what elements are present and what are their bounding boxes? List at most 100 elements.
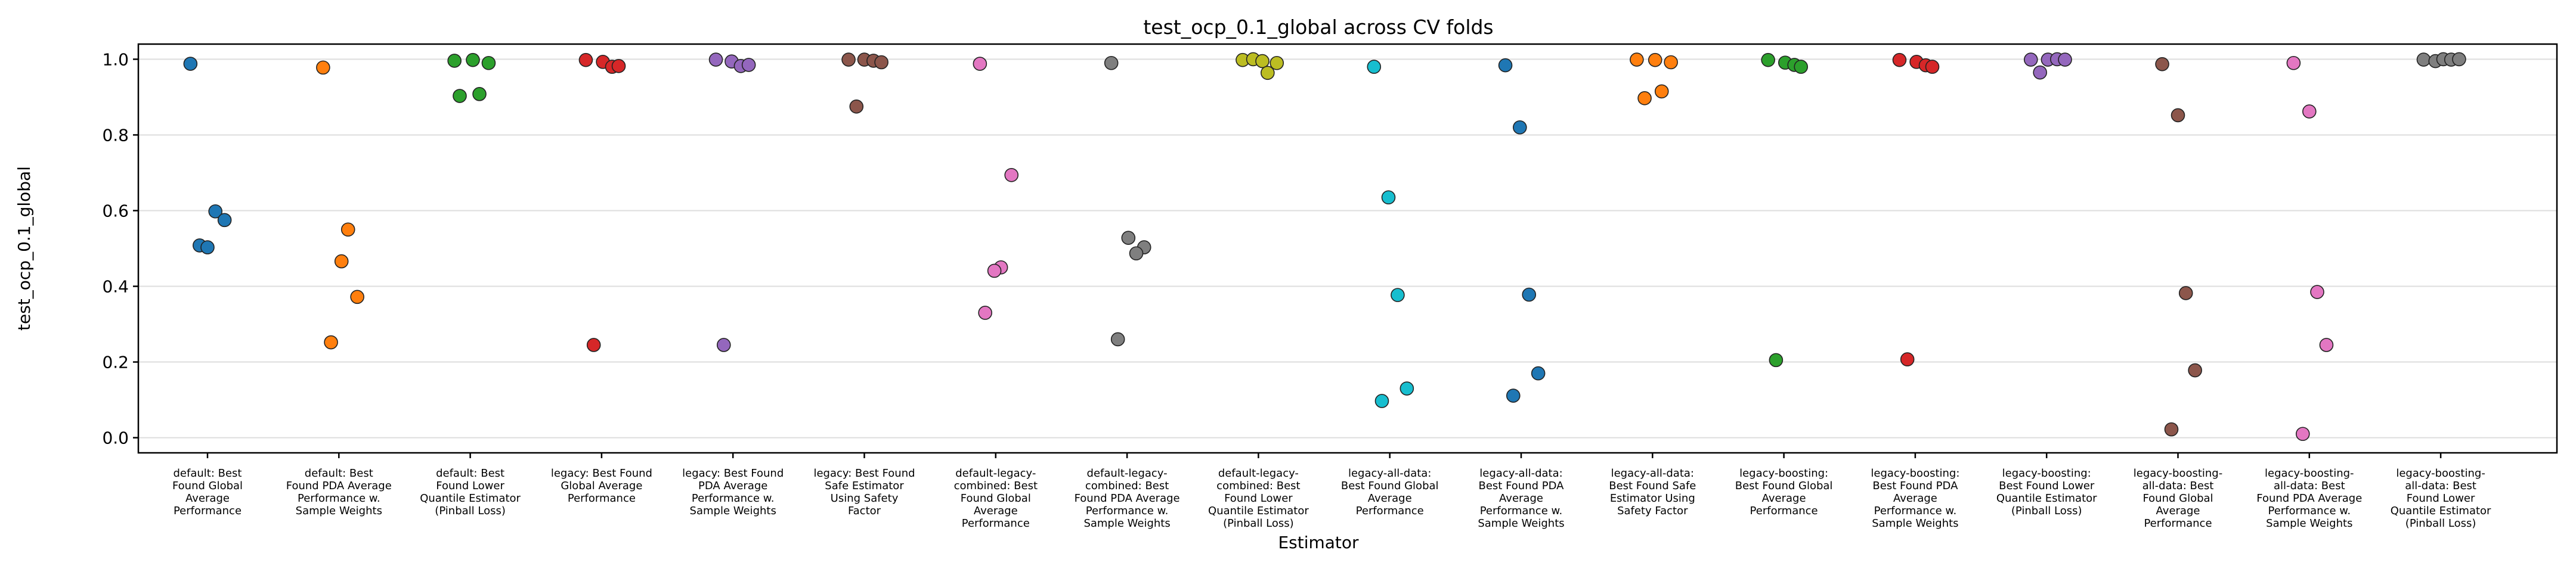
x-tick-label-line: default-legacy- xyxy=(1218,467,1299,480)
x-tick-label-line: Performance w. xyxy=(1086,505,1169,517)
x-tick-label-line: Performance w. xyxy=(2268,505,2351,517)
data-point xyxy=(1110,332,1125,347)
data-point xyxy=(183,57,198,71)
x-tick-label-line: legacy: Best Found xyxy=(551,467,652,480)
data-point xyxy=(716,338,731,352)
data-point xyxy=(2319,338,2334,352)
data-point xyxy=(2295,427,2310,442)
x-tick-label-line: Quantile Estimator xyxy=(2391,505,2491,517)
data-point xyxy=(1400,381,1414,396)
data-point xyxy=(1104,55,1119,70)
x-tick-label-line: Found PDA Average xyxy=(286,480,392,492)
data-point xyxy=(611,59,626,73)
x-tick-label: legacy-boosting-all-data: Best Found PDA … xyxy=(2256,467,2362,530)
data-point xyxy=(1261,66,1275,80)
data-point xyxy=(1892,52,1907,67)
data-point xyxy=(2416,52,2431,67)
x-tick-label-line: Found Global xyxy=(172,480,243,492)
y-tick-label: 1.0 xyxy=(102,49,129,69)
x-tick-label-line: legacy: Best Found xyxy=(682,467,784,480)
x-tick-label: default: Best Found Global Average Performa… xyxy=(172,467,243,517)
y-tick-label: 0.4 xyxy=(102,277,129,297)
data-point xyxy=(1654,84,1669,99)
x-tick-label-line: Sample Weights xyxy=(690,505,776,517)
data-point xyxy=(466,52,480,67)
x-tick-label-line: Performance xyxy=(2144,517,2212,530)
data-point xyxy=(217,213,232,228)
x-tick-label-line: combined: Best xyxy=(954,480,1038,492)
y-tick-label: 0.2 xyxy=(102,353,129,372)
x-tick-label-line: Found PDA Average xyxy=(2256,492,2362,505)
x-tick-label-line: Performance xyxy=(174,505,242,517)
x-axis-label: Estimator xyxy=(1278,533,1359,552)
x-tick-label-line: Average xyxy=(974,505,1018,517)
y-axis-ticks: 0.0 0.2 0.4 0.6 0.8 1.0 xyxy=(102,49,138,448)
x-tick-label-line: Found PDA Average xyxy=(1075,492,1180,505)
x-tick-label-line: Average xyxy=(1762,492,1806,505)
x-tick-label-line: Best Found Global xyxy=(1735,480,1833,492)
plot-frame xyxy=(137,43,2558,454)
data-point xyxy=(1531,366,1546,381)
x-tick-label-line: Best Found Safe xyxy=(1609,480,1696,492)
x-tick-label-line: legacy-boosting- xyxy=(2396,467,2485,480)
data-point xyxy=(2058,52,2072,67)
data-point xyxy=(334,254,349,269)
x-tick-label-line: legacy: Best Found xyxy=(813,467,915,480)
x-tick-label-line: legacy-boosting: xyxy=(1739,467,1828,480)
data-point xyxy=(1648,52,1662,67)
x-tick-label-line: Best Found Lower xyxy=(1999,480,2095,492)
data-point xyxy=(1769,353,1784,368)
data-point xyxy=(978,306,992,320)
x-tick-label: legacy: Best Found Global Average Performa… xyxy=(551,467,652,505)
data-point xyxy=(447,54,462,68)
data-point xyxy=(973,57,987,71)
data-point xyxy=(874,55,888,70)
data-point xyxy=(1794,60,1809,74)
x-tick-label-line: legacy-boosting- xyxy=(2134,467,2222,480)
x-tick-label-line: Using Safety xyxy=(831,492,899,505)
x-tick-label-line: (Pinball Loss) xyxy=(435,505,506,517)
x-tick-label: default-legacy-combined: Best Found PDA A… xyxy=(1075,467,1180,530)
data-point xyxy=(1004,167,1019,182)
x-tick-label-line: Sample Weights xyxy=(1478,517,1564,530)
data-point xyxy=(2171,108,2185,123)
x-tick-label-line: Found Global xyxy=(2142,492,2213,505)
x-tick-label-line: Quantile Estimator xyxy=(420,492,521,505)
x-tick-label-line: legacy-all-data: xyxy=(1348,467,1431,480)
x-tick-label-line: Performance w. xyxy=(692,492,775,505)
x-tick-label-line: legacy-boosting: xyxy=(1871,467,1959,480)
x-tick-label-line: default: Best xyxy=(305,467,373,480)
x-tick-label-line: Safe Estimator xyxy=(825,480,904,492)
x-tick-label-line: combined: Best xyxy=(1085,480,1169,492)
x-tick-label-line: default: Best xyxy=(174,467,242,480)
x-tick-label-line: Performance w. xyxy=(1874,505,1957,517)
data-point xyxy=(208,204,223,219)
x-tick-label: legacy-boosting: Best Found PDA Average Per… xyxy=(1871,467,1959,530)
x-tick-label-line: Found Lower xyxy=(436,480,504,492)
x-tick-label-line: Best Found Global xyxy=(1341,480,1439,492)
x-tick-label-line: Global Average xyxy=(561,480,642,492)
y-tick-label: 0.8 xyxy=(102,125,129,145)
data-point xyxy=(1255,54,1270,69)
data-point xyxy=(324,335,338,350)
data-point xyxy=(1367,60,1382,74)
x-tick-label-line: Average xyxy=(185,492,230,505)
x-tick-label-line: Average xyxy=(2156,505,2200,517)
data-point xyxy=(316,60,330,75)
x-tick-label-line: Performance w. xyxy=(1480,505,1563,517)
y-tick-label: 0.0 xyxy=(102,428,129,448)
x-tick-label: legacy-all-data: Best Found PDA Average Per… xyxy=(1478,467,1564,530)
x-tick-label-line: default: Best xyxy=(436,467,504,480)
x-tick-label-line: PDA Average xyxy=(698,480,767,492)
x-tick-label-line: Performance xyxy=(568,492,636,505)
x-tick-label: legacy-all-data: Best Found Global Average… xyxy=(1341,467,1439,517)
x-tick-label: legacy-boosting-all-data: Best Found Lowe… xyxy=(2391,467,2491,530)
data-point xyxy=(2155,57,2169,72)
data-point xyxy=(586,338,601,352)
data-point xyxy=(1506,388,1521,403)
data-point xyxy=(987,263,1002,278)
grid-lines xyxy=(138,58,2557,439)
y-tick-label: 0.6 xyxy=(102,201,129,220)
data-point xyxy=(200,240,215,254)
